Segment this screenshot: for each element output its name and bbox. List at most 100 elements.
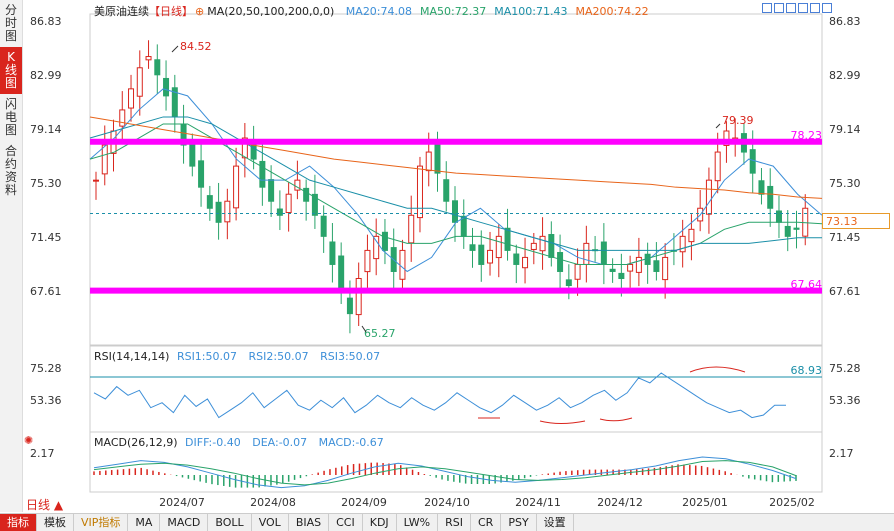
indicator-macd-4[interactable]: MACD: [160, 514, 209, 531]
ma-value-1: MA50:72.37: [420, 5, 487, 18]
rsi-axis-label-right-0: 75.28: [829, 362, 861, 375]
fullscreen-icon[interactable]: [810, 3, 820, 13]
close-icon[interactable]: [822, 3, 832, 13]
indicator-boll-5[interactable]: BOLL: [208, 514, 252, 531]
macd-diff-line: [93, 456, 797, 489]
candle-body: [119, 109, 126, 127]
period-button[interactable]: 日线 ▲: [26, 497, 84, 513]
indicator--14[interactable]: 设置: [537, 514, 574, 531]
price-label-right-0: 86.83: [829, 15, 861, 28]
rsi-axis-label-left-1: 53.36: [30, 394, 62, 407]
candle-body: [758, 180, 765, 195]
candle-body: [557, 252, 564, 272]
zoom-in-icon[interactable]: [762, 3, 772, 13]
rsi-marker-label: 68.93: [791, 364, 823, 377]
left-icon[interactable]: [786, 3, 796, 13]
indicator--1[interactable]: 模板: [37, 514, 74, 531]
macd-legend: MACD(26,12,9) DIFF:-0.40 DEA:-0.07 MACD:…: [94, 436, 392, 449]
candle-body: [206, 195, 213, 209]
period-label: 【日线】: [149, 5, 193, 18]
candle-body: [539, 235, 546, 252]
indicator-psy-13[interactable]: PSY: [501, 514, 537, 531]
candle-body: [478, 244, 485, 265]
candle-body: [268, 179, 275, 202]
candle-body: [294, 179, 301, 191]
price-label-right-3: 75.30: [829, 177, 861, 190]
candle-body: [548, 234, 555, 258]
candle-body: [189, 143, 196, 167]
candle-body: [723, 130, 730, 146]
candle-body: [522, 256, 529, 269]
candle-body: [320, 215, 327, 237]
indicator-bar: 指标 模板 VIP指标 MA MACD BOLL VOL BIAS CCI KDJ LW% RSI CR…: [0, 513, 894, 531]
ma-label: MA(20,50,100,200,0,0): [207, 5, 335, 18]
candle-body: [285, 193, 292, 214]
chart[interactable]: 86.83 86.83 82.99 82.99 79.14 79.14 75.30 75.30…: [0, 0, 894, 513]
candle-body: [408, 214, 415, 244]
candle-body: [136, 67, 143, 97]
macd-dea-line: [93, 460, 797, 486]
x-axis-label-2: 2024/09: [341, 496, 387, 509]
candle-body: [714, 151, 721, 182]
candle-body: [495, 235, 502, 259]
rsi-legend: RSI(14,14,14) RSI1:50.07 RSI2:50.07 RSI3…: [94, 350, 388, 363]
candle-body: [338, 255, 345, 294]
candle-body: [416, 165, 423, 219]
x-axis-label-7: 2025/02: [769, 496, 815, 509]
low-annotation: 65.27: [364, 327, 396, 340]
indicator-vip-2[interactable]: VIP指标: [74, 514, 129, 531]
recent-high-annotation: 79.39: [722, 114, 754, 127]
candle-body: [635, 256, 642, 273]
candle-body: [767, 185, 774, 209]
candle-body: [425, 151, 432, 172]
indicator-lw-10[interactable]: LW%: [397, 514, 439, 531]
high-pointer: [171, 45, 179, 53]
rsi-axis-label-right-1: 53.36: [829, 394, 861, 407]
candle-body: [259, 160, 266, 188]
indicator-vol-6[interactable]: VOL: [252, 514, 289, 531]
candle-body: [688, 228, 695, 243]
zoom-out-icon[interactable]: [774, 3, 784, 13]
candle-body: [504, 227, 511, 251]
indicator-kdj-9[interactable]: KDJ: [363, 514, 397, 531]
price-label-left-4: 71.45: [30, 231, 62, 244]
indicator--0[interactable]: 指标: [0, 514, 37, 531]
candle-body: [233, 165, 240, 209]
right-icon[interactable]: [798, 3, 808, 13]
settings-icon[interactable]: ⊕: [195, 5, 205, 18]
rsi-line: [93, 372, 786, 419]
macd-target-icon[interactable]: ✺: [24, 434, 34, 447]
candle-body: [381, 231, 388, 251]
candle-body: [434, 143, 441, 174]
indicator-cr-12[interactable]: CR: [471, 514, 502, 531]
x-axis-label-0: 2024/07: [159, 496, 205, 509]
upper-line-label: 78.23: [791, 129, 823, 142]
candle-body: [574, 263, 581, 280]
candle-body: [276, 208, 283, 216]
indicator-bias-7[interactable]: BIAS: [289, 514, 330, 531]
price-label-right-1: 82.99: [829, 69, 861, 82]
indicator-cci-8[interactable]: CCI: [329, 514, 363, 531]
candle-body: [627, 263, 634, 272]
ma-values: MA20:74.08 MA50:72.37 MA100:71.43 MA200:74.…: [346, 5, 657, 18]
sidebar-item-3[interactable]: 合约资料: [4, 144, 17, 197]
rsi-arc-top: [689, 366, 746, 373]
candle-body: [600, 241, 607, 265]
candle-body: [452, 200, 458, 223]
indicator-rsi-11[interactable]: RSI: [438, 514, 471, 531]
price-label-left-3: 75.30: [30, 177, 62, 190]
sidebar-item-2[interactable]: 闪电图: [4, 97, 17, 137]
current-price-tag: 73.13: [822, 213, 890, 229]
candle-body: [705, 179, 712, 215]
caret-up-icon: ▲: [53, 498, 64, 512]
indicator-ma-3[interactable]: MA: [128, 514, 161, 531]
candle-body: [145, 56, 152, 61]
candle-body: [346, 297, 353, 315]
macd-diff: DIFF:-0.40: [185, 436, 241, 449]
candle-body: [329, 241, 336, 265]
candle-body: [653, 260, 660, 272]
candle-body: [215, 201, 222, 223]
sidebar-item-0[interactable]: 分时图: [4, 3, 17, 43]
